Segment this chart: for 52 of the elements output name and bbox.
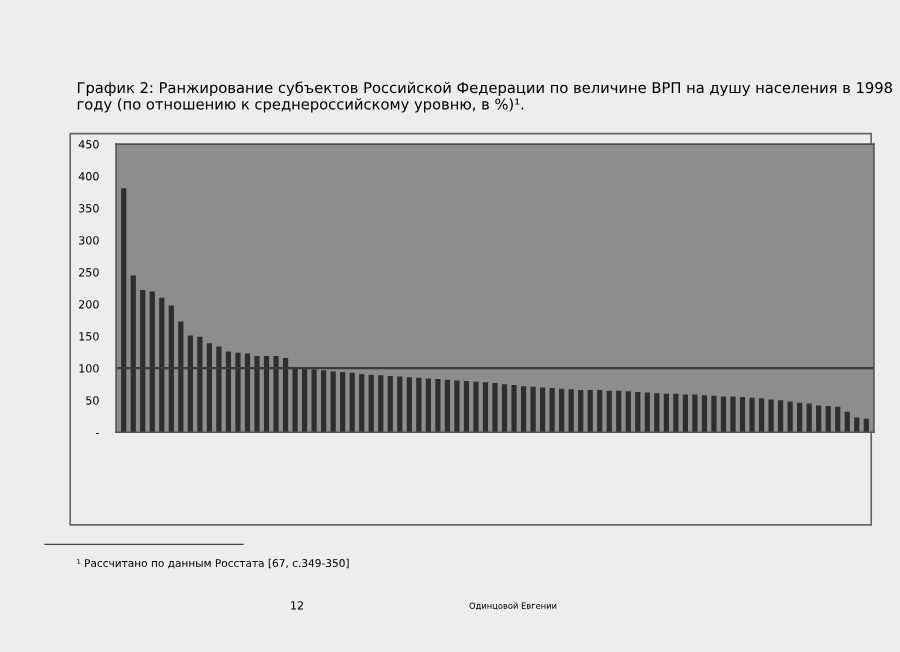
bar (473, 381, 479, 433)
bar (397, 376, 403, 433)
bar (777, 400, 784, 433)
bar (787, 401, 793, 433)
bar (359, 374, 365, 433)
bar (454, 380, 460, 433)
bar (482, 382, 489, 433)
bar (644, 392, 650, 433)
bar (444, 379, 451, 433)
bar (511, 384, 517, 433)
bar (749, 397, 755, 433)
bar (758, 398, 765, 433)
bar (378, 375, 384, 433)
bar (797, 402, 803, 433)
bar (549, 388, 555, 433)
bar (692, 394, 698, 433)
bar (539, 387, 546, 433)
bar (625, 391, 631, 433)
bar (701, 395, 708, 433)
bar (663, 393, 669, 433)
bar (606, 390, 612, 433)
bar (568, 389, 574, 433)
bar (768, 399, 774, 433)
bar (406, 377, 412, 433)
bar (501, 384, 508, 433)
bar (825, 406, 831, 433)
bar (730, 396, 736, 433)
bar (416, 377, 422, 433)
bar (816, 405, 822, 433)
bar (806, 403, 812, 433)
bar (387, 375, 393, 433)
bar (597, 390, 603, 433)
bar (587, 390, 593, 433)
bar (635, 391, 641, 433)
bar (682, 394, 689, 433)
bar (711, 395, 717, 433)
bar (463, 381, 470, 433)
bar (835, 406, 841, 433)
bar (720, 396, 727, 433)
bar (739, 397, 746, 433)
bar (673, 393, 679, 433)
bar (616, 390, 622, 433)
bar (654, 393, 660, 433)
bar (530, 386, 536, 433)
bar (435, 379, 441, 433)
bar (520, 386, 527, 433)
bar (559, 388, 565, 433)
bar (425, 378, 431, 433)
bar (492, 382, 498, 433)
bar (368, 374, 374, 433)
bar (349, 372, 355, 433)
bar (578, 390, 584, 433)
